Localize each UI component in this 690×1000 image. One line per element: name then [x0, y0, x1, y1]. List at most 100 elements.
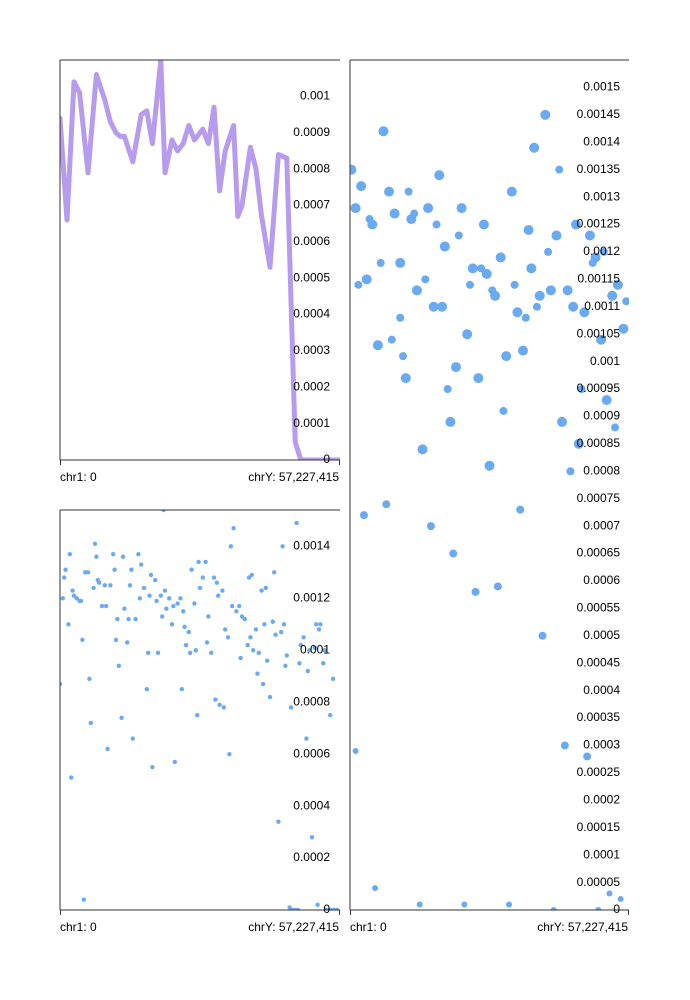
- scatter-point: [396, 313, 405, 322]
- y-tick-label: 0.00075: [577, 491, 621, 505]
- scatter-point: [309, 835, 315, 840]
- scatter-point: [129, 567, 134, 572]
- scatter-point: [276, 819, 281, 824]
- scatter-point: [387, 335, 396, 344]
- scatter-point: [584, 230, 595, 241]
- scatter-point: [478, 219, 489, 230]
- scatter-point: [445, 416, 456, 427]
- y-tick-label: 0.0002: [293, 850, 330, 864]
- scatter-point: [256, 650, 261, 656]
- scatter-point: [251, 648, 256, 653]
- scatter-point: [167, 596, 172, 601]
- scatter-point: [599, 247, 608, 256]
- scatter-point: [423, 203, 434, 214]
- scatter-point: [622, 297, 629, 306]
- scatter-point: [280, 544, 285, 549]
- x-start-label: chr1: 0: [60, 470, 97, 484]
- x-start-label: chr1: 0: [60, 920, 97, 934]
- scatter-point: [318, 622, 323, 627]
- scatter-point: [295, 907, 301, 910]
- scatter-point: [188, 650, 193, 656]
- scatter-point: [253, 627, 259, 632]
- scatter-point: [192, 601, 197, 606]
- scatter-point: [399, 352, 408, 361]
- scatter-point: [321, 661, 326, 666]
- scatter-point: [316, 627, 322, 632]
- scatter-point: [328, 712, 333, 718]
- scatter-point: [171, 603, 176, 609]
- scatter-point: [189, 567, 194, 572]
- scatter-point: [532, 302, 541, 311]
- scatter-point: [421, 275, 430, 284]
- scatter-point: [228, 544, 233, 549]
- y-tick-label: 0.00135: [577, 162, 621, 176]
- scatter-point: [273, 632, 278, 637]
- x-end-label: chrY: 57,227,415: [248, 470, 339, 484]
- scatter-point: [213, 697, 218, 702]
- y-tick-label: 0.00005: [577, 875, 621, 889]
- y-tick-label: 0.0006: [293, 234, 330, 248]
- scatter-point: [570, 219, 581, 230]
- scatter-point: [162, 588, 168, 593]
- scatter-point: [260, 681, 266, 687]
- y-tick-label: 0.00115: [578, 272, 621, 286]
- y-tick-label: 0.0012: [583, 244, 620, 258]
- scatter-point: [85, 570, 91, 575]
- scatter-point: [87, 676, 92, 682]
- scatter-point: [538, 631, 547, 640]
- scatter-point: [265, 658, 270, 663]
- scatter-point: [80, 637, 85, 643]
- scatter-point: [71, 593, 77, 598]
- scatter-point: [186, 629, 191, 635]
- scatter-point: [248, 635, 253, 640]
- scatter-point: [356, 181, 367, 192]
- scatter-point: [495, 252, 506, 263]
- y-tick-label: 0.0013: [583, 189, 620, 203]
- scatter-point: [595, 907, 602, 910]
- scatter-point: [521, 313, 530, 322]
- scatter-point: [155, 650, 161, 656]
- scatter-point: [141, 585, 147, 591]
- scatter-point: [579, 307, 590, 318]
- scatter-point: [61, 575, 67, 580]
- plot-marks: [60, 510, 340, 910]
- scatter-point: [146, 650, 151, 656]
- large-scatter-chart-panel: 0 0.00005 0.0001 0.00015 0.0002 0.00025 0.0003…: [349, 59, 629, 934]
- scatter-point: [526, 263, 537, 274]
- scatter-point: [150, 764, 155, 770]
- scatter-point: [160, 614, 165, 619]
- scatter-point: [70, 588, 75, 593]
- scatter-point: [120, 554, 126, 559]
- scatter-point: [115, 616, 120, 622]
- scatter-point: [510, 280, 519, 289]
- x-start-label: chr1: 0: [350, 920, 387, 934]
- scatter-point: [119, 715, 124, 720]
- scatter-point: [272, 570, 277, 575]
- y-tick-label: 0.0003: [583, 738, 620, 752]
- scatter-point: [92, 541, 98, 546]
- y-tick-label: 0.001: [300, 89, 330, 103]
- scatter-point: [105, 746, 110, 752]
- scatter-point: [161, 510, 166, 513]
- y-tick-label: 0.00035: [577, 710, 621, 724]
- scatter-point: [400, 373, 411, 384]
- scatter-point: [164, 606, 169, 611]
- y-tick-label: 0.0009: [583, 409, 620, 423]
- scatter-point: [195, 712, 200, 718]
- scatter-point: [350, 164, 357, 175]
- scatter-point: [63, 567, 68, 572]
- y-tick-label: 0.00055: [577, 601, 621, 615]
- scatter-point: [78, 598, 84, 604]
- scatter-point: [439, 241, 450, 252]
- scatter-point: [206, 614, 211, 619]
- y-tick-label: 0.0015: [583, 80, 620, 94]
- y-tick-label: 0.00125: [577, 217, 621, 231]
- scatter-point: [125, 640, 130, 645]
- scatter-point: [94, 554, 99, 559]
- scatter-point: [279, 629, 284, 635]
- x-end-label: chrY: 57,227,415: [537, 920, 628, 934]
- scatter-point: [111, 551, 116, 557]
- scatter-point: [172, 759, 177, 765]
- scatter-point: [197, 585, 203, 591]
- y-tick-label: 0.00045: [577, 655, 621, 669]
